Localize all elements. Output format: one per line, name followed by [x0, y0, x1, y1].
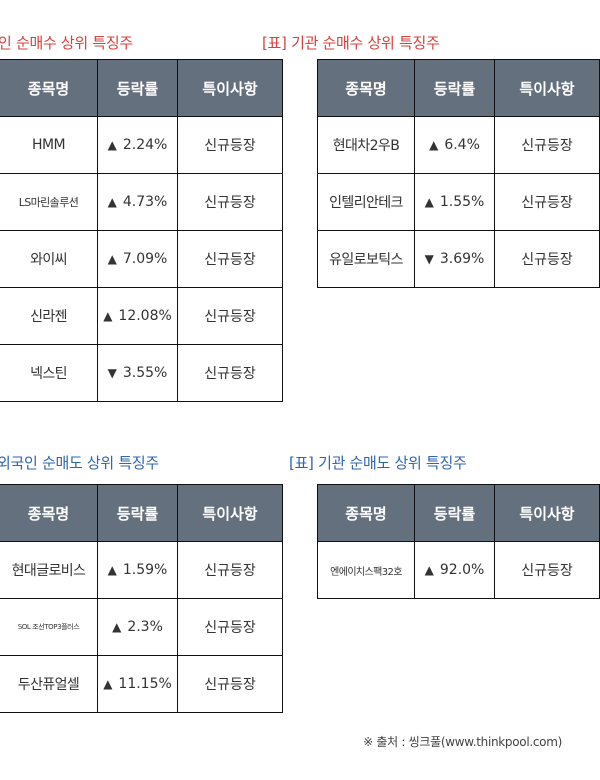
rate-value: 12.08% [118, 308, 172, 324]
foreign-buy-title: 인 순매수 상위 특징주 [0, 34, 133, 52]
change-rate: ▲ 2.24% [97, 116, 178, 174]
table-row: 넥스틴 ▼ 3.55% 신규등장 [0, 344, 283, 402]
up-triangle-icon: ▲ [107, 563, 117, 577]
change-rate: ▲ 12.08% [97, 287, 178, 345]
stock-name: 와이씨 [0, 230, 98, 288]
institution-sell-title: [표] 기관 순매도 상위 특징주 [289, 454, 467, 472]
stock-name: LS마린솔루션 [0, 173, 98, 231]
table-row: 두산퓨얼셀 ▲ 11.15% 신규등장 [0, 655, 283, 713]
column-header-rate: 등락률 [414, 59, 495, 117]
up-triangle-icon: ▲ [107, 252, 117, 266]
column-header-rate: 등락률 [97, 484, 178, 542]
table-row: HMM ▲ 2.24% 신규등장 [0, 116, 283, 174]
rate-value: 3.69% [439, 251, 485, 267]
stock-name: HMM [0, 116, 98, 174]
up-triangle-icon: ▲ [112, 620, 122, 634]
down-triangle-icon: ▼ [424, 252, 434, 266]
table-row: 현대글로비스 ▲ 1.59% 신규등장 [0, 541, 283, 599]
note: 신규등장 [494, 230, 600, 288]
stock-name: 현대차2우B [317, 116, 415, 174]
note: 신규등장 [177, 344, 283, 402]
table-row: 인텔리안테크 ▲ 1.55% 신규등장 [317, 173, 600, 231]
column-header-note: 특이사항 [177, 59, 283, 117]
change-rate: ▲ 1.59% [97, 541, 178, 599]
foreign-sell-table: 종목명 등락률 특이사항 현대글로비스 ▲ 1.59% 신규등장 SOL 조선TO… [0, 484, 283, 713]
change-rate: ▲ 1.55% [414, 173, 495, 231]
column-header-name: 종목명 [317, 59, 415, 117]
rate-value: 4.73% [122, 194, 168, 210]
rate-value: 1.55% [439, 194, 485, 210]
up-triangle-icon: ▲ [103, 309, 113, 323]
column-header-name: 종목명 [0, 484, 98, 542]
change-rate: ▲ 6.4% [414, 116, 495, 174]
table-row: 유일로보틱스 ▼ 3.69% 신규등장 [317, 230, 600, 288]
note: 신규등장 [177, 655, 283, 713]
note: 신규등장 [177, 230, 283, 288]
table-header-row: 종목명 등락률 특이사항 [0, 59, 283, 117]
column-header-note: 특이사항 [177, 484, 283, 542]
stock-name: SOL 조선TOP3플러스 [0, 598, 98, 656]
foreign-buy-table: 종목명 등락률 특이사항 HMM ▲ 2.24% 신규등장 LS마린솔루션 ▲ 4.… [0, 59, 283, 402]
institution-buy-title: [표] 기관 순매수 상위 특징주 [262, 34, 440, 52]
up-triangle-icon: ▲ [103, 677, 113, 691]
column-header-rate: 등락률 [97, 59, 178, 117]
up-triangle-icon: ▲ [429, 138, 439, 152]
up-triangle-icon: ▲ [424, 563, 434, 577]
institution-sell-table: 종목명 등락률 특이사항 엔에이치스팩32호 ▲ 92.0% 신규등장 [317, 484, 600, 599]
rate-value: 6.4% [444, 137, 480, 153]
source-caption: ※ 출처 : 씽크풀(www.thinkpool.com) [363, 735, 562, 749]
change-rate: ▲ 92.0% [414, 541, 495, 599]
stock-name: 현대글로비스 [0, 541, 98, 599]
note: 신규등장 [177, 598, 283, 656]
note: 신규등장 [177, 541, 283, 599]
note: 신규등장 [494, 116, 600, 174]
note: 신규등장 [494, 173, 600, 231]
table-row: 신라젠 ▲ 12.08% 신규등장 [0, 287, 283, 345]
change-rate: ▲ 11.15% [97, 655, 178, 713]
down-triangle-icon: ▼ [107, 366, 117, 380]
rate-value: 1.59% [122, 562, 168, 578]
table-row: 현대차2우B ▲ 6.4% 신규등장 [317, 116, 600, 174]
up-triangle-icon: ▲ [424, 195, 434, 209]
column-header-rate: 등락률 [414, 484, 495, 542]
note: 신규등장 [177, 287, 283, 345]
stock-name: 두산퓨얼셀 [0, 655, 98, 713]
column-header-name: 종목명 [317, 484, 415, 542]
stock-name: 유일로보틱스 [317, 230, 415, 288]
up-triangle-icon: ▲ [107, 195, 117, 209]
table-row: 와이씨 ▲ 7.09% 신규등장 [0, 230, 283, 288]
up-triangle-icon: ▲ [107, 138, 117, 152]
note: 신규등장 [177, 173, 283, 231]
change-rate: ▲ 7.09% [97, 230, 178, 288]
rate-value: 2.24% [122, 137, 168, 153]
table-row: LS마린솔루션 ▲ 4.73% 신규등장 [0, 173, 283, 231]
stock-name: 인텔리안테크 [317, 173, 415, 231]
table-header-row: 종목명 등락률 특이사항 [0, 484, 283, 542]
table-header-row: 종목명 등락률 특이사항 [317, 59, 600, 117]
change-rate: ▼ 3.69% [414, 230, 495, 288]
institution-buy-table: 종목명 등락률 특이사항 현대차2우B ▲ 6.4% 신규등장 인텔리안테크 ▲ 1… [317, 59, 600, 288]
note: 신규등장 [494, 541, 600, 599]
column-header-note: 특이사항 [494, 484, 600, 542]
column-header-name: 종목명 [0, 59, 98, 117]
foreign-sell-title: 외국인 순매도 상위 특징주 [0, 454, 159, 472]
rate-value: 7.09% [122, 251, 168, 267]
column-header-note: 특이사항 [494, 59, 600, 117]
change-rate: ▲ 4.73% [97, 173, 178, 231]
stock-name: 엔에이치스팩32호 [317, 541, 415, 599]
table-row: SOL 조선TOP3플러스 ▲ 2.3% 신규등장 [0, 598, 283, 656]
stock-name: 신라젠 [0, 287, 98, 345]
change-rate: ▼ 3.55% [97, 344, 178, 402]
note: 신규등장 [177, 116, 283, 174]
stock-name: 넥스틴 [0, 344, 98, 402]
rate-value: 3.55% [122, 365, 168, 381]
rate-value: 11.15% [118, 676, 172, 692]
change-rate: ▲ 2.3% [97, 598, 178, 656]
rate-value: 92.0% [439, 562, 485, 578]
rate-value: 2.3% [127, 619, 163, 635]
table-row: 엔에이치스팩32호 ▲ 92.0% 신규등장 [317, 541, 600, 599]
table-header-row: 종목명 등락률 특이사항 [317, 484, 600, 542]
